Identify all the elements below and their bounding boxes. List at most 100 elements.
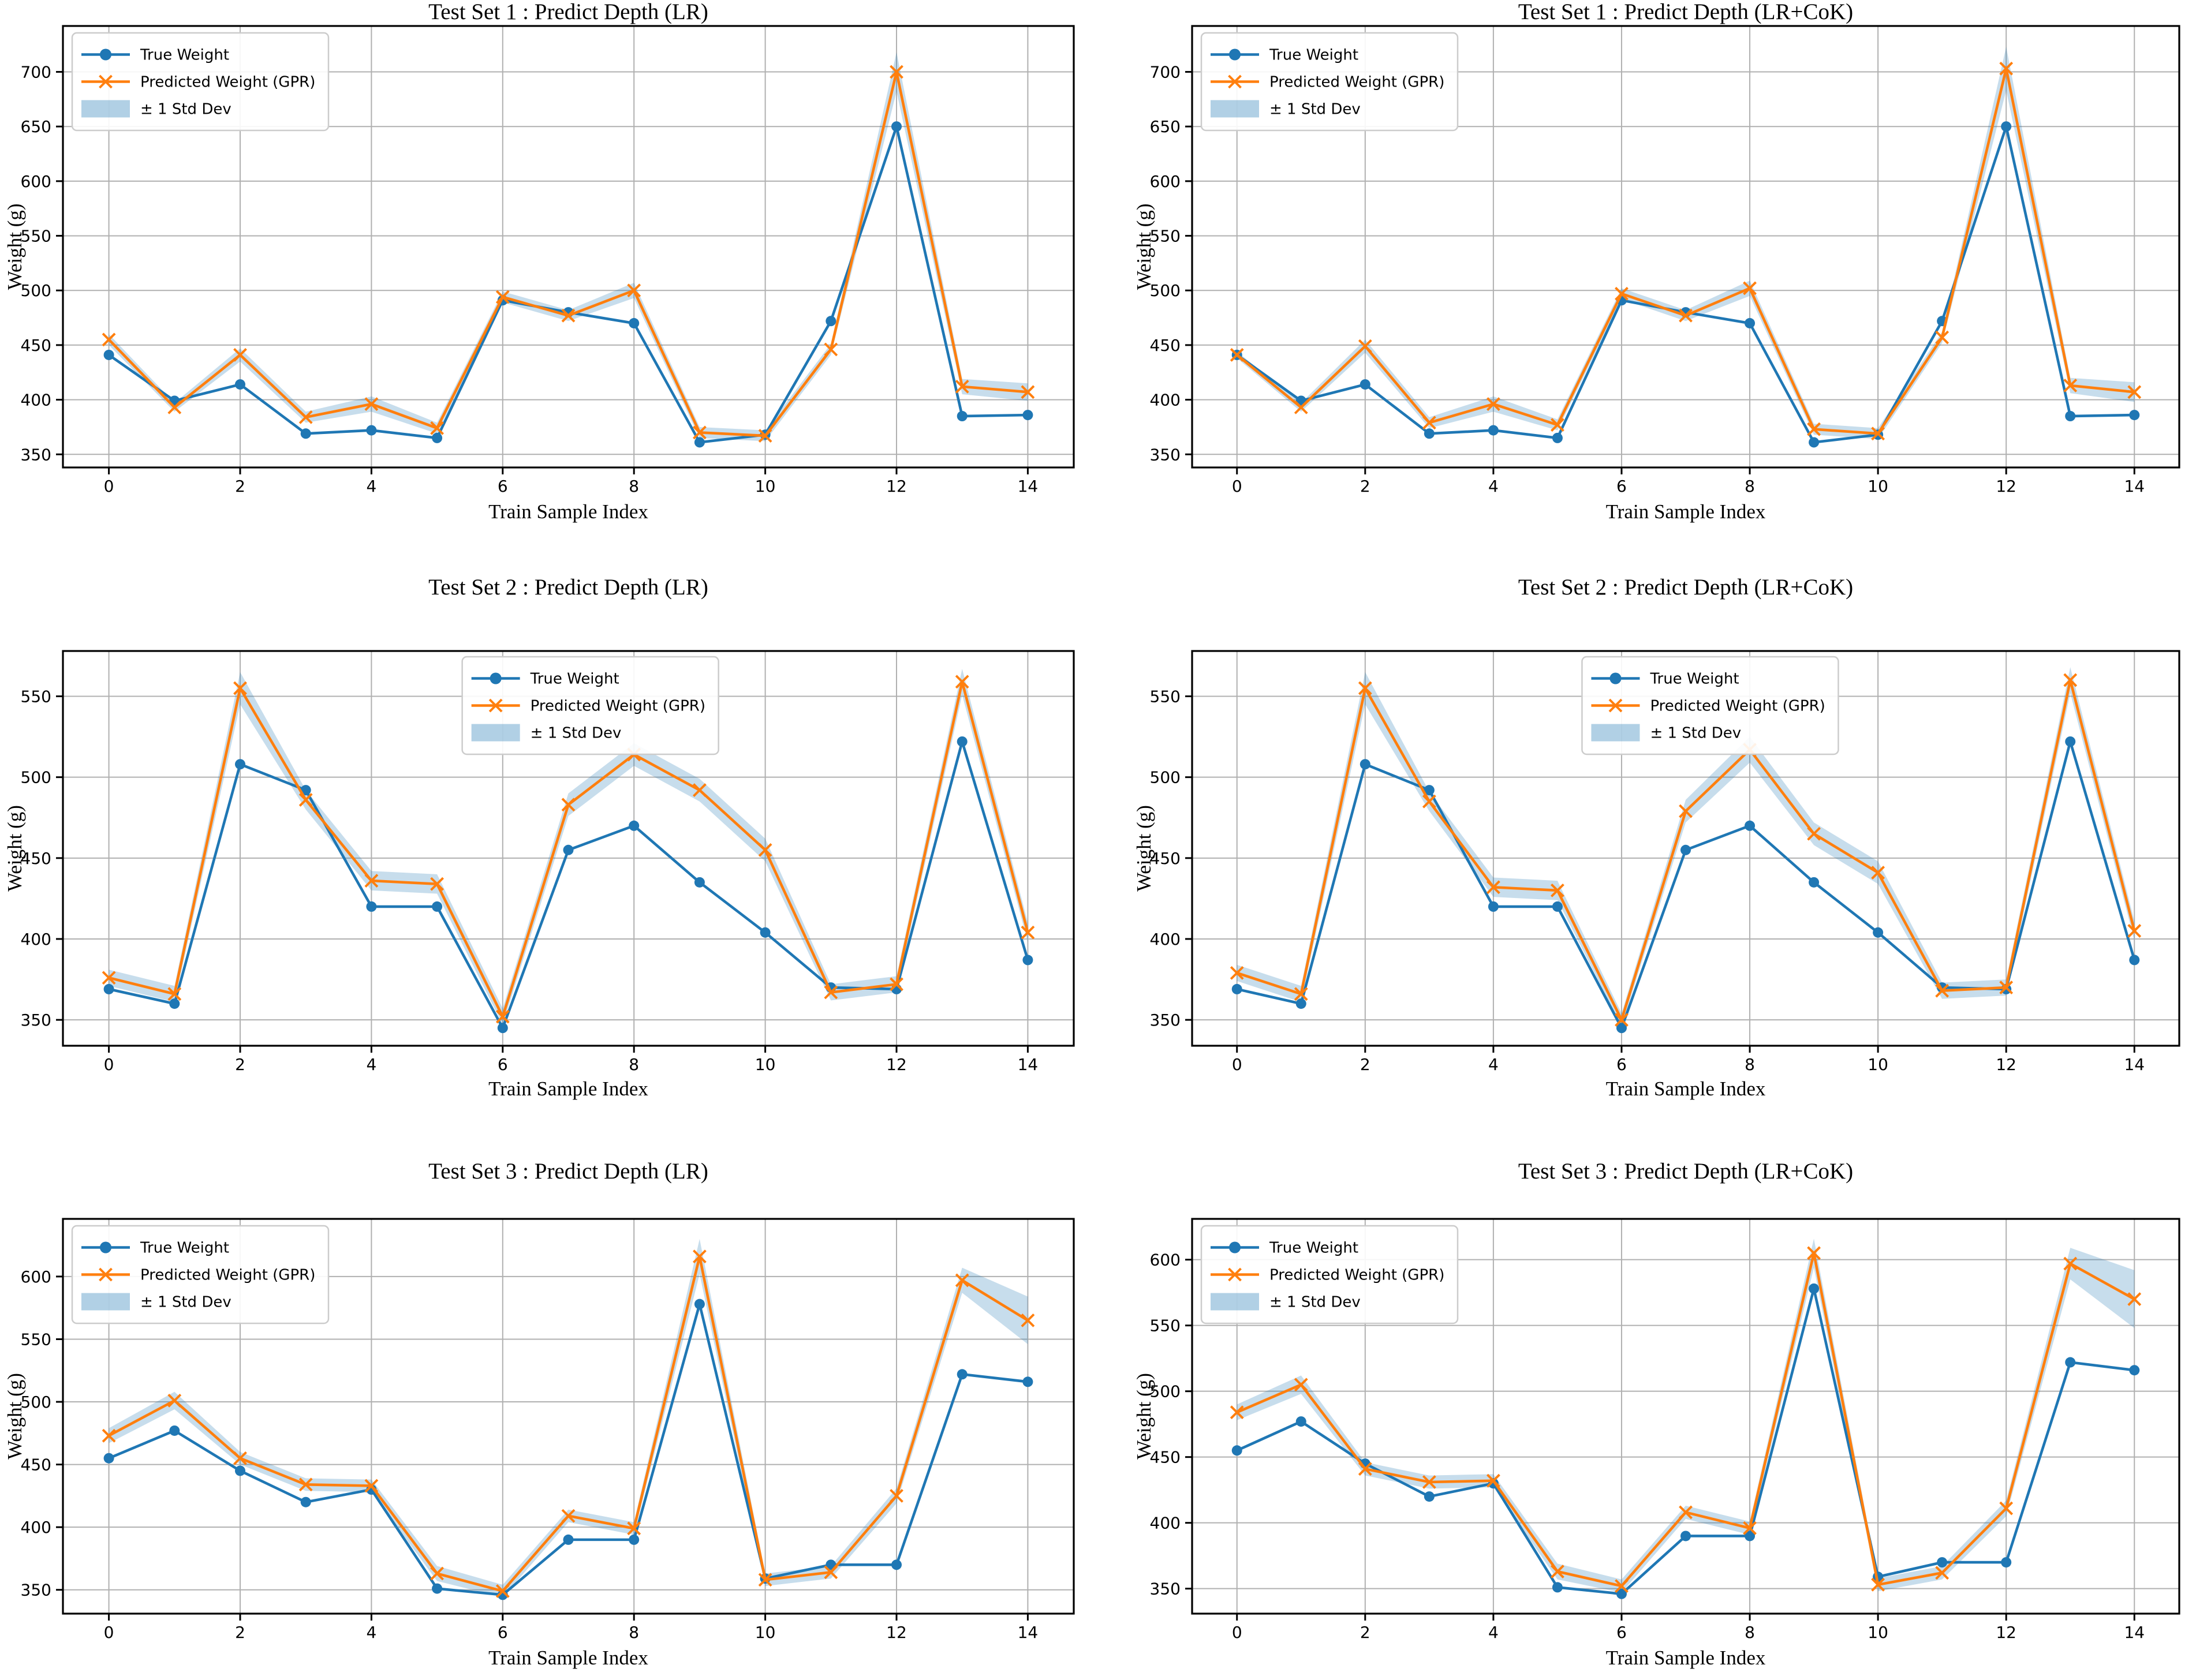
data-point-predicted — [1807, 826, 1821, 841]
x-tick-label: 2 — [1360, 1055, 1370, 1074]
x-tick-label: 0 — [104, 1055, 114, 1074]
data-point-predicted — [692, 425, 707, 440]
data-point-true — [2065, 736, 2076, 747]
axis-ticks: 0 2 4 6 8 10 12 14 350 400 450 500 550 600 650 700 — [1150, 63, 2145, 496]
y-tick-label: 500 — [1150, 768, 1181, 787]
y-tick-label: 400 — [21, 391, 51, 410]
data-point-predicted — [890, 65, 903, 79]
x-tick-label: 6 — [1616, 1623, 1627, 1642]
data-point-predicted — [1294, 400, 1308, 414]
axis-ticks: 0 2 4 6 8 10 12 14 350 400 450 500 550 600 — [1150, 1251, 2145, 1642]
subplot-test-set-3-lr: 0 2 4 6 8 10 12 14 350 400 450 500 550 600 Test Set 3 … — [3, 1159, 1075, 1669]
y-tick-label: 550 — [21, 1330, 51, 1349]
x-axis-label: Train Sample Index — [1606, 500, 1766, 523]
data-point-predicted — [1871, 426, 1885, 441]
y-tick-label: 350 — [21, 1581, 51, 1600]
x-tick-label: 2 — [235, 477, 245, 496]
y-tick-label: 450 — [1150, 849, 1181, 868]
data-point-predicted — [167, 1393, 182, 1408]
series-true-weight — [103, 736, 1033, 1034]
legend-item: Predicted Weight (GPR) — [471, 698, 705, 715]
legend-band-swatch-icon — [1211, 100, 1259, 118]
data-point-predicted — [1422, 794, 1436, 809]
legend: True Weight Predicted Weight (GPR) ± 1 Std… — [71, 1225, 330, 1324]
data-point-true — [1424, 785, 1435, 796]
x-tick-label: 10 — [755, 477, 776, 496]
data-point-predicted — [1615, 1579, 1629, 1593]
data-point-predicted — [561, 1509, 576, 1523]
y-tick-label: 500 — [1150, 1382, 1181, 1401]
data-point-true — [2129, 1365, 2140, 1376]
data-point-true — [1616, 1023, 1627, 1034]
x-tick-label: 4 — [366, 1055, 376, 1074]
legend-item: Predicted Weight (GPR) — [1211, 1267, 1444, 1284]
data-point-true — [366, 901, 377, 912]
x-tick-label: 12 — [886, 1055, 907, 1074]
data-point-predicted — [824, 985, 838, 1000]
y-tick-label: 600 — [1150, 172, 1181, 191]
data-point-predicted — [495, 1584, 510, 1598]
data-point-true — [694, 437, 705, 448]
data-point-true — [1552, 432, 1563, 443]
subplot-test-set-3-lr-cok: 0 2 4 6 8 10 12 14 350 400 450 500 550 600 Test Set 3 … — [1133, 1159, 2180, 1669]
y-tick-label: 400 — [21, 1518, 51, 1537]
data-point-predicted — [758, 429, 772, 443]
x-tick-label: 4 — [1488, 1623, 1499, 1642]
data-point-true — [2129, 955, 2140, 966]
y-tick-label: 350 — [21, 445, 51, 464]
data-point-true — [300, 785, 311, 796]
y-tick-label: 400 — [21, 930, 51, 949]
subplot-title: Test Set 3 : Predict Depth (LR+CoK) — [1518, 1159, 1853, 1184]
x-tick-label: 8 — [629, 1055, 639, 1074]
data-point-predicted — [824, 342, 838, 357]
subplot-test-set-1-lr: 0 2 4 6 8 10 12 14 350 400 450 500 550 600 650 700 Test … — [3, 0, 1075, 523]
data-point-true — [1937, 1557, 1948, 1568]
data-point-predicted — [890, 1488, 903, 1503]
legend-box — [1200, 32, 1459, 132]
data-point-true — [2065, 411, 2076, 422]
x-tick-label: 8 — [1745, 477, 1755, 496]
data-point-predicted — [430, 421, 445, 435]
series-predicted-weight — [102, 1249, 1035, 1598]
legend-box — [1200, 1225, 1459, 1324]
std-dev-band — [1237, 667, 2135, 1027]
y-tick-label: 550 — [1150, 687, 1181, 706]
y-tick-label: 600 — [21, 172, 51, 191]
x-tick-label: 8 — [629, 477, 639, 496]
data-point-true — [366, 425, 377, 436]
data-point-true — [629, 318, 640, 329]
data-point-true — [1360, 759, 1370, 770]
data-point-predicted — [298, 410, 313, 424]
legend-item: Predicted Weight (GPR) — [81, 1267, 315, 1284]
y-tick-label: 500 — [1150, 281, 1181, 300]
data-point-true — [1424, 1491, 1435, 1502]
data-point-predicted — [1551, 1565, 1564, 1578]
legend-label: ± 1 Std Dev — [140, 101, 231, 118]
data-point-predicted — [2063, 379, 2078, 392]
legend-item: ± 1 Std Dev — [81, 1293, 231, 1311]
data-point-predicted — [102, 332, 116, 347]
x-tick-label: 10 — [1868, 1623, 1888, 1642]
x-tick-label: 12 — [886, 1623, 907, 1642]
data-point-true — [1231, 983, 1242, 994]
data-point-predicted — [1422, 1475, 1436, 1489]
y-tick-label: 600 — [21, 1267, 51, 1286]
series-true-weight — [103, 121, 1033, 448]
y-tick-label: 350 — [1150, 445, 1181, 464]
data-point-predicted — [1230, 1405, 1244, 1420]
data-point-predicted — [692, 783, 707, 797]
axes-frame — [62, 1218, 1075, 1615]
subplot-test-set-1-lr-cok: 0 2 4 6 8 10 12 14 350 400 450 500 550 600 650 700 Test … — [1133, 0, 2180, 523]
legend-label: ± 1 Std Dev — [1269, 1294, 1361, 1311]
legend-label: True Weight — [530, 671, 619, 688]
y-tick-label: 350 — [1150, 1580, 1181, 1599]
x-axis-label: Train Sample Index — [1606, 1077, 1766, 1100]
data-point-predicted — [1294, 1378, 1308, 1392]
x-tick-label: 10 — [1868, 477, 1888, 496]
y-tick-label: 450 — [1150, 336, 1181, 355]
legend-box — [71, 1225, 330, 1324]
y-tick-label: 500 — [21, 768, 51, 787]
legend-box — [71, 32, 330, 132]
data-point-predicted — [298, 1477, 313, 1492]
axis-ticks: 0 2 4 6 8 10 12 14 350 400 450 500 550 — [1150, 687, 2145, 1074]
